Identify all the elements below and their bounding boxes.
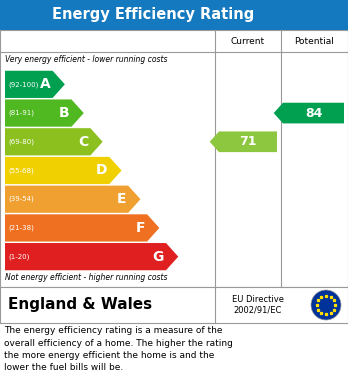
Text: (69-80): (69-80) <box>8 138 34 145</box>
Bar <box>0 30 348 287</box>
Bar <box>0 287 348 323</box>
Circle shape <box>311 290 341 320</box>
Text: E: E <box>117 192 126 206</box>
Text: G: G <box>153 249 164 264</box>
Text: F: F <box>136 221 145 235</box>
Text: A: A <box>40 77 50 91</box>
Text: Current: Current <box>231 36 265 45</box>
Text: Energy Efficiency Rating: Energy Efficiency Rating <box>52 7 254 23</box>
Text: (21-38): (21-38) <box>8 225 34 231</box>
Polygon shape <box>210 131 277 152</box>
Bar <box>0 0 348 30</box>
Text: (1-20): (1-20) <box>8 253 29 260</box>
Polygon shape <box>5 186 141 213</box>
Polygon shape <box>5 243 178 270</box>
Polygon shape <box>5 99 84 127</box>
Text: (81-91): (81-91) <box>8 110 34 116</box>
Text: D: D <box>96 163 107 178</box>
Text: B: B <box>59 106 70 120</box>
Polygon shape <box>5 128 103 155</box>
Text: 2002/91/EC: 2002/91/EC <box>234 305 282 314</box>
Polygon shape <box>5 157 121 184</box>
Text: Potential: Potential <box>294 36 334 45</box>
Text: England & Wales: England & Wales <box>8 298 152 312</box>
Text: C: C <box>78 135 88 149</box>
Text: 84: 84 <box>305 107 322 120</box>
Polygon shape <box>5 71 65 98</box>
Polygon shape <box>5 214 159 242</box>
Text: The energy efficiency rating is a measure of the
overall efficiency of a home. T: The energy efficiency rating is a measur… <box>4 326 233 373</box>
Text: (39-54): (39-54) <box>8 196 34 203</box>
Polygon shape <box>274 103 344 124</box>
Text: EU Directive: EU Directive <box>232 296 284 305</box>
Text: Very energy efficient - lower running costs: Very energy efficient - lower running co… <box>5 56 167 65</box>
Text: Not energy efficient - higher running costs: Not energy efficient - higher running co… <box>5 273 167 283</box>
Text: 71: 71 <box>239 135 257 148</box>
Text: (92-100): (92-100) <box>8 81 38 88</box>
Text: (55-68): (55-68) <box>8 167 34 174</box>
